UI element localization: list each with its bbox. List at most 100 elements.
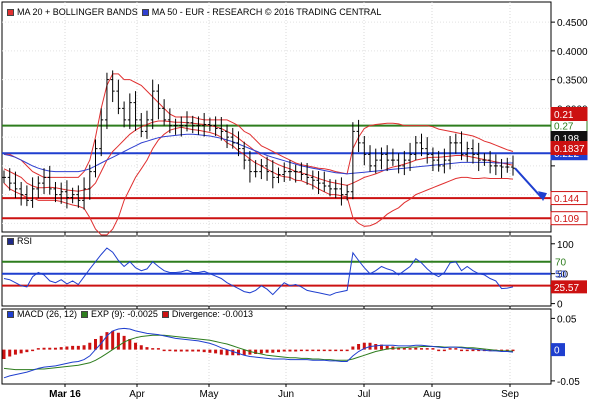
divergence-bar [454,348,458,350]
divergence-bar [53,347,57,350]
divergence-bar [36,348,40,350]
divergence-bar [442,349,446,352]
rsi-level-label: 70 [555,258,567,269]
x-tick-label: Apr [129,389,145,400]
macd-panel-legend: MACD (26, 12) EXP (9): -0.0025 Divergence:… [3,309,253,320]
rsi-panel-frame [1,235,552,307]
divergence-bar [277,349,281,353]
divergence-bar [19,349,23,354]
divergence-bar [431,348,435,350]
divergence-bar [242,349,246,356]
macd-value-tag [551,343,565,357]
x-tick-label: Mar 16 [49,389,81,400]
divergence-bar [419,348,423,350]
divergence-bar [191,349,195,352]
divergence-bar [179,349,183,352]
level-tag-label: 0.144 [554,194,579,205]
x-tick-label: May [200,389,219,400]
divergence-bar [156,348,160,350]
divergence-bar [460,349,464,352]
divergence-bar [465,349,469,352]
rsi-y-tick-label: 100 [557,240,574,251]
divergence-bar [13,349,17,355]
divergence-bar [425,348,429,350]
signal-legend-swatch [81,311,89,318]
divergence-bar [82,345,86,350]
divergence-bar [134,342,138,350]
x-tick-label: Jun [278,389,294,400]
level-tag-box [550,211,588,226]
macd-y-tick-label: 0.05 [557,314,577,325]
ma50-legend-swatch [141,9,149,16]
divergence-bar [231,349,235,356]
divergence-bar [71,345,75,350]
price-panel-legend: MA 20 + BOLLINGER BANDS MA 50 - EUR - RES… [3,7,381,18]
divergence-bar [254,349,258,354]
divergence-legend-swatch [161,311,169,318]
level-tag-box [550,107,588,121]
divergence-bar [345,349,349,352]
divergence-bar [76,345,80,350]
divergence-bar [25,349,29,353]
macd-panel-frame [1,308,552,385]
divergence-bar [448,348,452,350]
level-tag-box [550,191,588,206]
divergence-bar [305,349,309,352]
divergence-bar [88,342,92,350]
divergence-bar [202,349,206,353]
divergence-bar [317,349,321,352]
divergence-bar [288,349,292,352]
divergence-bar [105,332,109,350]
divergence-bar [128,339,132,350]
rsi-legend-swatch [7,238,14,245]
divergence-bar [294,349,298,352]
x-tick-label: Sep [501,389,519,400]
level-tag-label: 0.27 [554,122,574,133]
ma20-legend-label: MA 20 + BOLLINGER BANDS [17,7,138,17]
divergence-bar [397,347,401,350]
level-tag-box [550,141,588,155]
divergence-bar [402,347,406,350]
divergence-legend-label: Divergence: -0.0013 [171,309,253,319]
macd-legend-swatch [7,311,14,318]
divergence-bar [328,349,332,352]
divergence-bar [196,349,200,352]
rsi-line [3,247,514,296]
level-value-tag: 0.109 [550,211,588,226]
divergence-bar [414,347,418,350]
divergence-bar [271,349,275,353]
divergence-bar [139,345,143,350]
y-tick-label: 0.3500 [557,76,588,87]
forecast-arrow-line [514,167,543,199]
divergence-bar [2,349,6,359]
level-value-tag: 0.144 [550,191,588,206]
rsi-value-tag [551,280,587,294]
price-panel-frame [1,1,552,233]
divergence-bar [339,349,343,352]
divergence-bar [225,349,229,356]
rsi-legend-label: RSI [17,236,33,246]
divergence-bar [236,349,240,356]
rsi-y-tick-label: 0 [557,300,563,311]
divergence-bar [437,349,441,352]
level-value-tag: 0.1837 [550,141,588,155]
divergence-bar [116,332,120,350]
divergence-bar [385,345,389,350]
divergence-bar [362,342,366,350]
divergence-bar [65,346,69,350]
divergence-bar [374,344,378,350]
divergence-bar [174,349,178,352]
macd-line [3,327,514,379]
divergence-bar [8,349,12,357]
divergence-bar [59,347,63,350]
divergence-bar [379,344,383,350]
divergence-bar [94,339,98,350]
y-tick-label: 0.4000 [557,47,588,58]
divergence-bar [357,344,361,350]
divergence-bar [408,348,412,350]
divergence-bar [265,349,269,353]
divergence-bar [259,349,263,354]
macd-legend-label: MACD (26, 12) [17,309,78,319]
macd-y-tick-label: -0.05 [557,377,580,388]
divergence-bar [334,349,338,352]
